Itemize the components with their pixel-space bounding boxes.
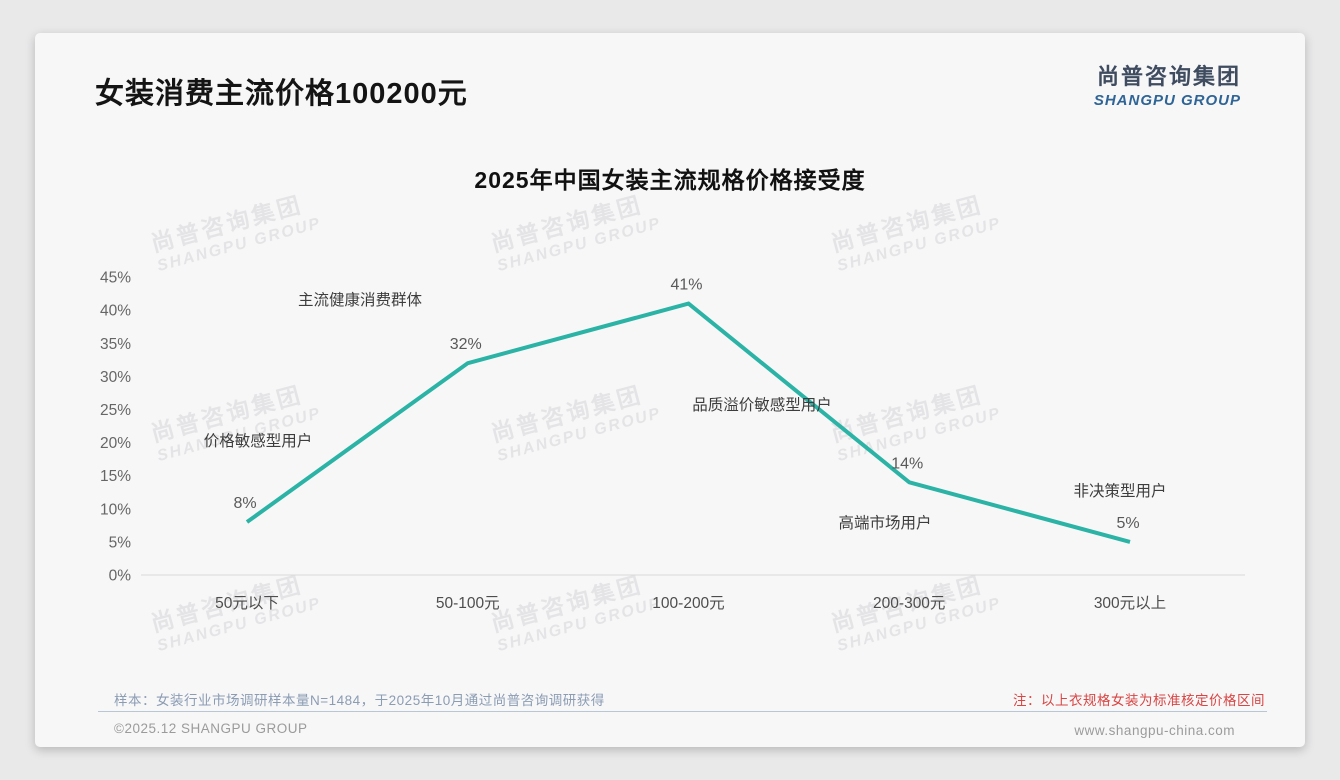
x-axis-category-label: 300元以上 [1094,594,1166,612]
y-axis-tick-label: 25% [100,402,131,419]
company-logo: 尚普咨询集团 SHANGPU GROUP [1094,59,1241,109]
price-range-note: 注：以上衣规格女装为标准核定价格区间 [1013,693,1265,708]
annotation-label: 非决策型用户 [1073,482,1166,500]
annotation-label: 品质溢价敏感型用户 [692,396,832,414]
y-axis-tick-label: 15% [100,468,131,485]
x-axis-category-label: 100-200元 [652,595,724,612]
data-point-label: 41% [670,277,702,294]
data-point-label: 32% [450,336,482,353]
y-axis-tick-label: 5% [109,534,132,551]
data-line-series [245,301,1131,544]
annotation-label: 价格敏感型用户 [204,432,313,450]
y-axis-tick-label: 35% [100,336,131,353]
website-text: www.shangpu-china.com [1074,723,1235,738]
y-axis-tick-label: 10% [100,501,131,518]
chart-title: 2025年中国女装主流规格价格接受度 [474,167,866,193]
annotation-label: 主流健康消费群体 [298,291,423,309]
logo-chinese-text: 尚普咨询集团 [1096,64,1241,89]
data-point-label: 14% [891,455,923,472]
copyright-text: ©2025.12 SHANGPU GROUP [114,721,308,736]
logo-english-text: SHANGPU GROUP [1093,92,1241,109]
x-axis-category-label: 50-100元 [436,595,500,612]
x-axis-category-label: 200-300元 [873,595,945,612]
footer-divider [98,711,1267,712]
data-point-label: 8% [233,495,256,512]
y-axis-tick-label: 20% [100,435,131,452]
report-card: 尚普咨询集团 SHANGPU GROUP 尚普咨询集团 SHANGPU GROUP 尚普… [35,33,1305,747]
sample-note: 样本：女装行业市场调研样本量N=1484，于2025年10月通过尚普咨询调研获得 [114,693,605,708]
x-axis-category-label: 50元以下 [215,595,279,612]
page-title: 女装消费主流价格100200元 [95,78,468,110]
y-axis-tick-label: 0% [109,568,132,585]
y-axis-tick-label: 40% [100,303,131,320]
line-chart: 0% 5% 10% 15% 20% 25% 30% 35% 40% 45% 8% 32% 41% 14% 5… [100,270,1245,612]
y-axis-tick-label: 45% [100,270,131,287]
data-point-label: 5% [1116,515,1139,532]
annotation-label: 高端市场用户 [838,514,931,532]
y-axis-tick-label: 30% [100,369,131,386]
